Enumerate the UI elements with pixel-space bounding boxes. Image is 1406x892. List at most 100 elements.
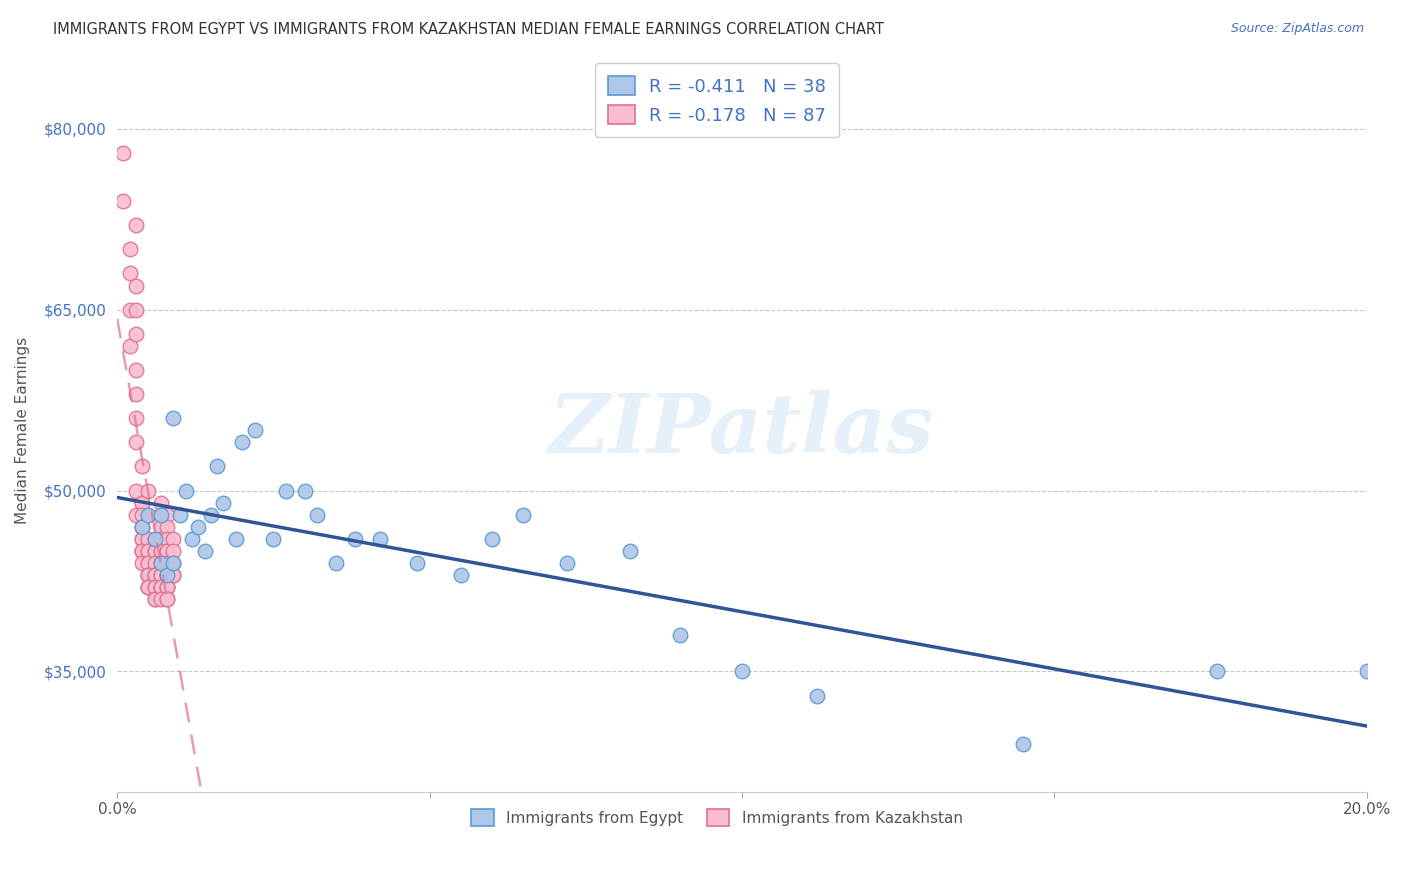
- Point: [162, 544, 184, 558]
- Point: [149, 544, 172, 558]
- Point: [125, 278, 148, 293]
- Point: [156, 580, 179, 594]
- Point: [131, 519, 153, 533]
- Point: [156, 580, 179, 594]
- Point: [174, 483, 197, 498]
- Text: ZIPatlas: ZIPatlas: [550, 390, 935, 470]
- Point: [131, 459, 153, 474]
- Point: [125, 302, 148, 317]
- Point: [156, 556, 179, 570]
- Point: [149, 544, 172, 558]
- Point: [138, 580, 160, 594]
- Point: [125, 219, 148, 233]
- Point: [131, 519, 153, 533]
- Point: [149, 568, 172, 582]
- Point: [143, 532, 166, 546]
- Text: IMMIGRANTS FROM EGYPT VS IMMIGRANTS FROM KAZAKHSTAN MEDIAN FEMALE EARNINGS CORRE: IMMIGRANTS FROM EGYPT VS IMMIGRANTS FROM…: [53, 22, 884, 37]
- Legend: Immigrants from Egypt, Immigrants from Kazakhstan: Immigrants from Egypt, Immigrants from K…: [463, 800, 972, 835]
- Point: [138, 508, 160, 522]
- Point: [138, 568, 160, 582]
- Point: [156, 568, 179, 582]
- Point: [156, 519, 179, 533]
- Point: [1012, 737, 1035, 751]
- Point: [450, 568, 472, 582]
- Point: [149, 568, 172, 582]
- Point: [212, 495, 235, 509]
- Point: [149, 532, 172, 546]
- Point: [131, 495, 153, 509]
- Point: [143, 568, 166, 582]
- Point: [731, 665, 754, 679]
- Point: [149, 556, 172, 570]
- Point: [118, 339, 141, 353]
- Point: [149, 508, 172, 522]
- Point: [143, 580, 166, 594]
- Point: [668, 628, 690, 642]
- Point: [1205, 665, 1227, 679]
- Point: [125, 483, 148, 498]
- Point: [806, 689, 828, 703]
- Point: [125, 411, 148, 425]
- Point: [149, 580, 172, 594]
- Point: [187, 519, 209, 533]
- Point: [481, 532, 503, 546]
- Point: [156, 544, 179, 558]
- Point: [143, 592, 166, 607]
- Point: [149, 532, 172, 546]
- Point: [112, 194, 135, 209]
- Point: [162, 556, 184, 570]
- Point: [156, 592, 179, 607]
- Point: [138, 580, 160, 594]
- Point: [156, 508, 179, 522]
- Point: [131, 556, 153, 570]
- Point: [343, 532, 366, 546]
- Point: [274, 483, 297, 498]
- Point: [162, 411, 184, 425]
- Point: [131, 544, 153, 558]
- Point: [143, 544, 166, 558]
- Point: [131, 508, 153, 522]
- Text: Source: ZipAtlas.com: Source: ZipAtlas.com: [1230, 22, 1364, 36]
- Point: [169, 508, 191, 522]
- Point: [143, 568, 166, 582]
- Point: [138, 544, 160, 558]
- Point: [149, 592, 172, 607]
- Point: [118, 302, 141, 317]
- Point: [307, 508, 329, 522]
- Point: [138, 544, 160, 558]
- Point: [143, 580, 166, 594]
- Point: [149, 495, 172, 509]
- Point: [149, 556, 172, 570]
- Point: [131, 519, 153, 533]
- Point: [143, 532, 166, 546]
- Y-axis label: Median Female Earnings: Median Female Earnings: [15, 336, 30, 524]
- Point: [143, 568, 166, 582]
- Point: [149, 580, 172, 594]
- Point: [156, 592, 179, 607]
- Point: [243, 423, 266, 437]
- Point: [143, 556, 166, 570]
- Point: [194, 544, 217, 558]
- Point: [118, 267, 141, 281]
- Point: [138, 556, 160, 570]
- Point: [143, 592, 166, 607]
- Point: [125, 387, 148, 401]
- Point: [138, 568, 160, 582]
- Point: [138, 483, 160, 498]
- Point: [156, 580, 179, 594]
- Point: [149, 580, 172, 594]
- Point: [125, 435, 148, 450]
- Point: [131, 544, 153, 558]
- Point: [162, 556, 184, 570]
- Point: [156, 556, 179, 570]
- Point: [406, 556, 429, 570]
- Point: [181, 532, 204, 546]
- Point: [125, 508, 148, 522]
- Point: [512, 508, 534, 522]
- Point: [1355, 665, 1378, 679]
- Point: [162, 568, 184, 582]
- Point: [262, 532, 284, 546]
- Point: [138, 508, 160, 522]
- Point: [156, 532, 179, 546]
- Point: [149, 508, 172, 522]
